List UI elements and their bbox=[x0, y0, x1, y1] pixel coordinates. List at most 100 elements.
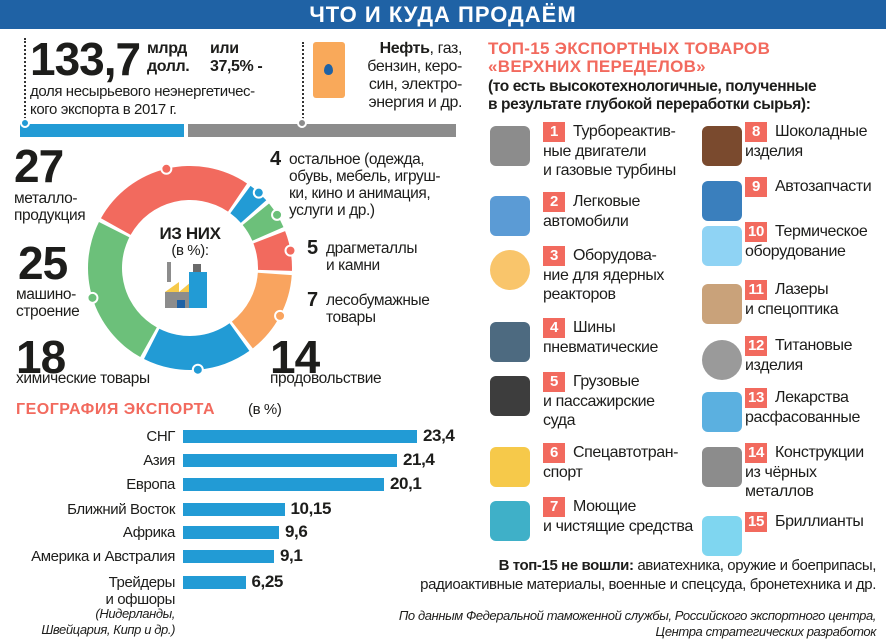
top15-item: 1 Турбореактив- ные двигатели и газовые т… bbox=[543, 122, 723, 180]
rank-badge: 13 bbox=[745, 388, 767, 408]
donut-slice bbox=[231, 272, 292, 349]
bulldozer-icon bbox=[490, 447, 530, 487]
bar bbox=[183, 576, 246, 589]
gears-icon bbox=[490, 126, 530, 166]
energy-bold: Нефть bbox=[379, 40, 430, 57]
rank-badge: 15 bbox=[745, 512, 767, 532]
slice-label: металло- продукция bbox=[14, 190, 86, 224]
item-label: Бриллианты bbox=[775, 513, 864, 530]
top15-item: 8 Шоколадные изделия bbox=[745, 122, 886, 161]
donut-center-subtitle: (в %): bbox=[171, 242, 209, 259]
export-share: или 37,5% - bbox=[210, 40, 263, 75]
bar-category: Трейдеры и офшоры bbox=[105, 574, 175, 608]
item-label: Грузовые и пассажирские суда bbox=[543, 373, 655, 429]
slice-value: 27 bbox=[14, 140, 64, 192]
chocolate-icon bbox=[702, 126, 742, 166]
export-unit: млрд долл. bbox=[147, 40, 190, 75]
rank-badge: 5 bbox=[543, 372, 565, 392]
donut-slice bbox=[253, 231, 292, 271]
bar-value: 21,4 bbox=[403, 450, 435, 469]
excluded-label: В топ-15 не вошли: bbox=[498, 557, 634, 574]
slice-value: 7 bbox=[307, 289, 318, 311]
top15-item: 12 Титановые изделия bbox=[745, 336, 886, 375]
divider bbox=[24, 38, 26, 126]
rank-badge: 3 bbox=[543, 246, 565, 266]
bar-value: 9,1 bbox=[280, 546, 303, 565]
rank-badge: 4 bbox=[543, 318, 565, 338]
top15-item: 14 Конструкции из чёрных металлов bbox=[745, 443, 886, 501]
item-label: Титановые изделия bbox=[745, 337, 853, 374]
rank-badge: 6 bbox=[543, 443, 565, 463]
top15-item: 2 Легковые автомобили bbox=[543, 192, 723, 231]
donut-center-title: ИЗ НИХ bbox=[159, 224, 221, 243]
laser-icon bbox=[702, 284, 742, 324]
slice-value: 18 bbox=[16, 331, 66, 383]
rank-badge: 11 bbox=[745, 280, 767, 300]
top15-item: 4 Шины пневматические bbox=[543, 318, 723, 357]
oil-canister-icon bbox=[313, 42, 345, 98]
slice-label: продовольствие bbox=[270, 370, 382, 387]
factory-icon bbox=[165, 262, 207, 308]
diamond-icon bbox=[702, 516, 742, 556]
slice-label: остальное (одежда, обувь, мебель, игруш-… bbox=[289, 151, 441, 219]
excluded-text: авиатехника, оружие и боеприпасы, радиоа… bbox=[420, 557, 876, 593]
bar-chart-unit: (в %) bbox=[248, 401, 282, 418]
bar bbox=[183, 550, 274, 563]
non-energy-bar bbox=[20, 124, 184, 137]
rank-badge: 12 bbox=[745, 336, 767, 356]
bar bbox=[183, 430, 417, 443]
radiation-icon bbox=[490, 250, 530, 290]
rank-badge: 1 bbox=[543, 122, 565, 142]
item-label: Оборудова- ние для ядерных реакторов bbox=[543, 247, 665, 303]
item-label: Шины пневматические bbox=[543, 319, 659, 356]
item-label: Термическое оборудование bbox=[745, 223, 868, 260]
marker-dot bbox=[20, 118, 30, 128]
slice-marker bbox=[160, 162, 173, 175]
medicine-icon bbox=[702, 392, 742, 432]
bar-value: 9,6 bbox=[285, 522, 308, 541]
bar-value: 23,4 bbox=[423, 426, 455, 445]
top15-item: 5 Грузовые и пассажирские суда bbox=[543, 372, 723, 430]
tools-icon bbox=[702, 181, 742, 221]
bar-category: Азия bbox=[143, 452, 175, 469]
slice-marker bbox=[252, 186, 265, 199]
top15-item: 15 Бриллианты bbox=[745, 512, 886, 532]
car-icon bbox=[490, 196, 530, 236]
thermometer-icon bbox=[702, 226, 742, 266]
slice-marker bbox=[191, 363, 204, 376]
slice-value: 14 bbox=[270, 331, 320, 383]
top15-title: ТОП-15 ЭКСПОРТНЫХ ТОВАРОВ «ВЕРХНИХ ПЕРЕД… bbox=[488, 39, 771, 76]
top15-subtitle: (то есть высокотехнологичные, полученные… bbox=[488, 78, 817, 113]
export-value: 133,7 bbox=[30, 33, 141, 85]
top15-item: 6 Спецавтотран- спорт bbox=[543, 443, 723, 482]
slice-value: 4 bbox=[270, 148, 281, 170]
beam-icon bbox=[702, 447, 742, 487]
bar-category: Европа bbox=[126, 476, 175, 493]
energy-text: , газ, бензин, керо- син, электро- энерг… bbox=[367, 40, 462, 111]
item-label: Лазеры и спецоптика bbox=[745, 281, 839, 318]
slice-label: химические товары bbox=[16, 370, 150, 387]
slice-marker bbox=[271, 208, 284, 221]
top15-item: 11 Лазеры и спецоптика bbox=[745, 280, 886, 319]
export-description: доля несырьевого неэнергетичес- кого экс… bbox=[30, 83, 255, 118]
item-label: Моющие и чистящие средства bbox=[543, 498, 693, 535]
item-label: Шоколадные изделия bbox=[745, 123, 868, 160]
slice-value: 5 bbox=[307, 237, 318, 259]
slice-marker bbox=[86, 291, 99, 304]
top15-item: 13 Лекарства расфасованные bbox=[745, 388, 886, 427]
donut-slice bbox=[144, 323, 250, 370]
donut-slice bbox=[100, 165, 248, 235]
bearing-icon bbox=[702, 340, 742, 380]
bar-value: 6,25 bbox=[251, 572, 284, 591]
bar-chart-title: ГЕОГРАФИЯ ЭКСПОРТА bbox=[16, 401, 215, 418]
soap-icon bbox=[490, 501, 530, 541]
bar-value: 10,15 bbox=[290, 499, 332, 518]
bar bbox=[183, 526, 279, 539]
slice-value: 25 bbox=[18, 237, 68, 289]
donut-chart bbox=[86, 162, 297, 376]
source-note: По данным Федеральной таможенной службы,… bbox=[398, 608, 877, 639]
rank-badge: 14 bbox=[745, 443, 767, 463]
tires-icon bbox=[490, 322, 530, 362]
item-label: Спецавтотран- спорт bbox=[543, 444, 679, 481]
donut-slice bbox=[87, 222, 157, 358]
